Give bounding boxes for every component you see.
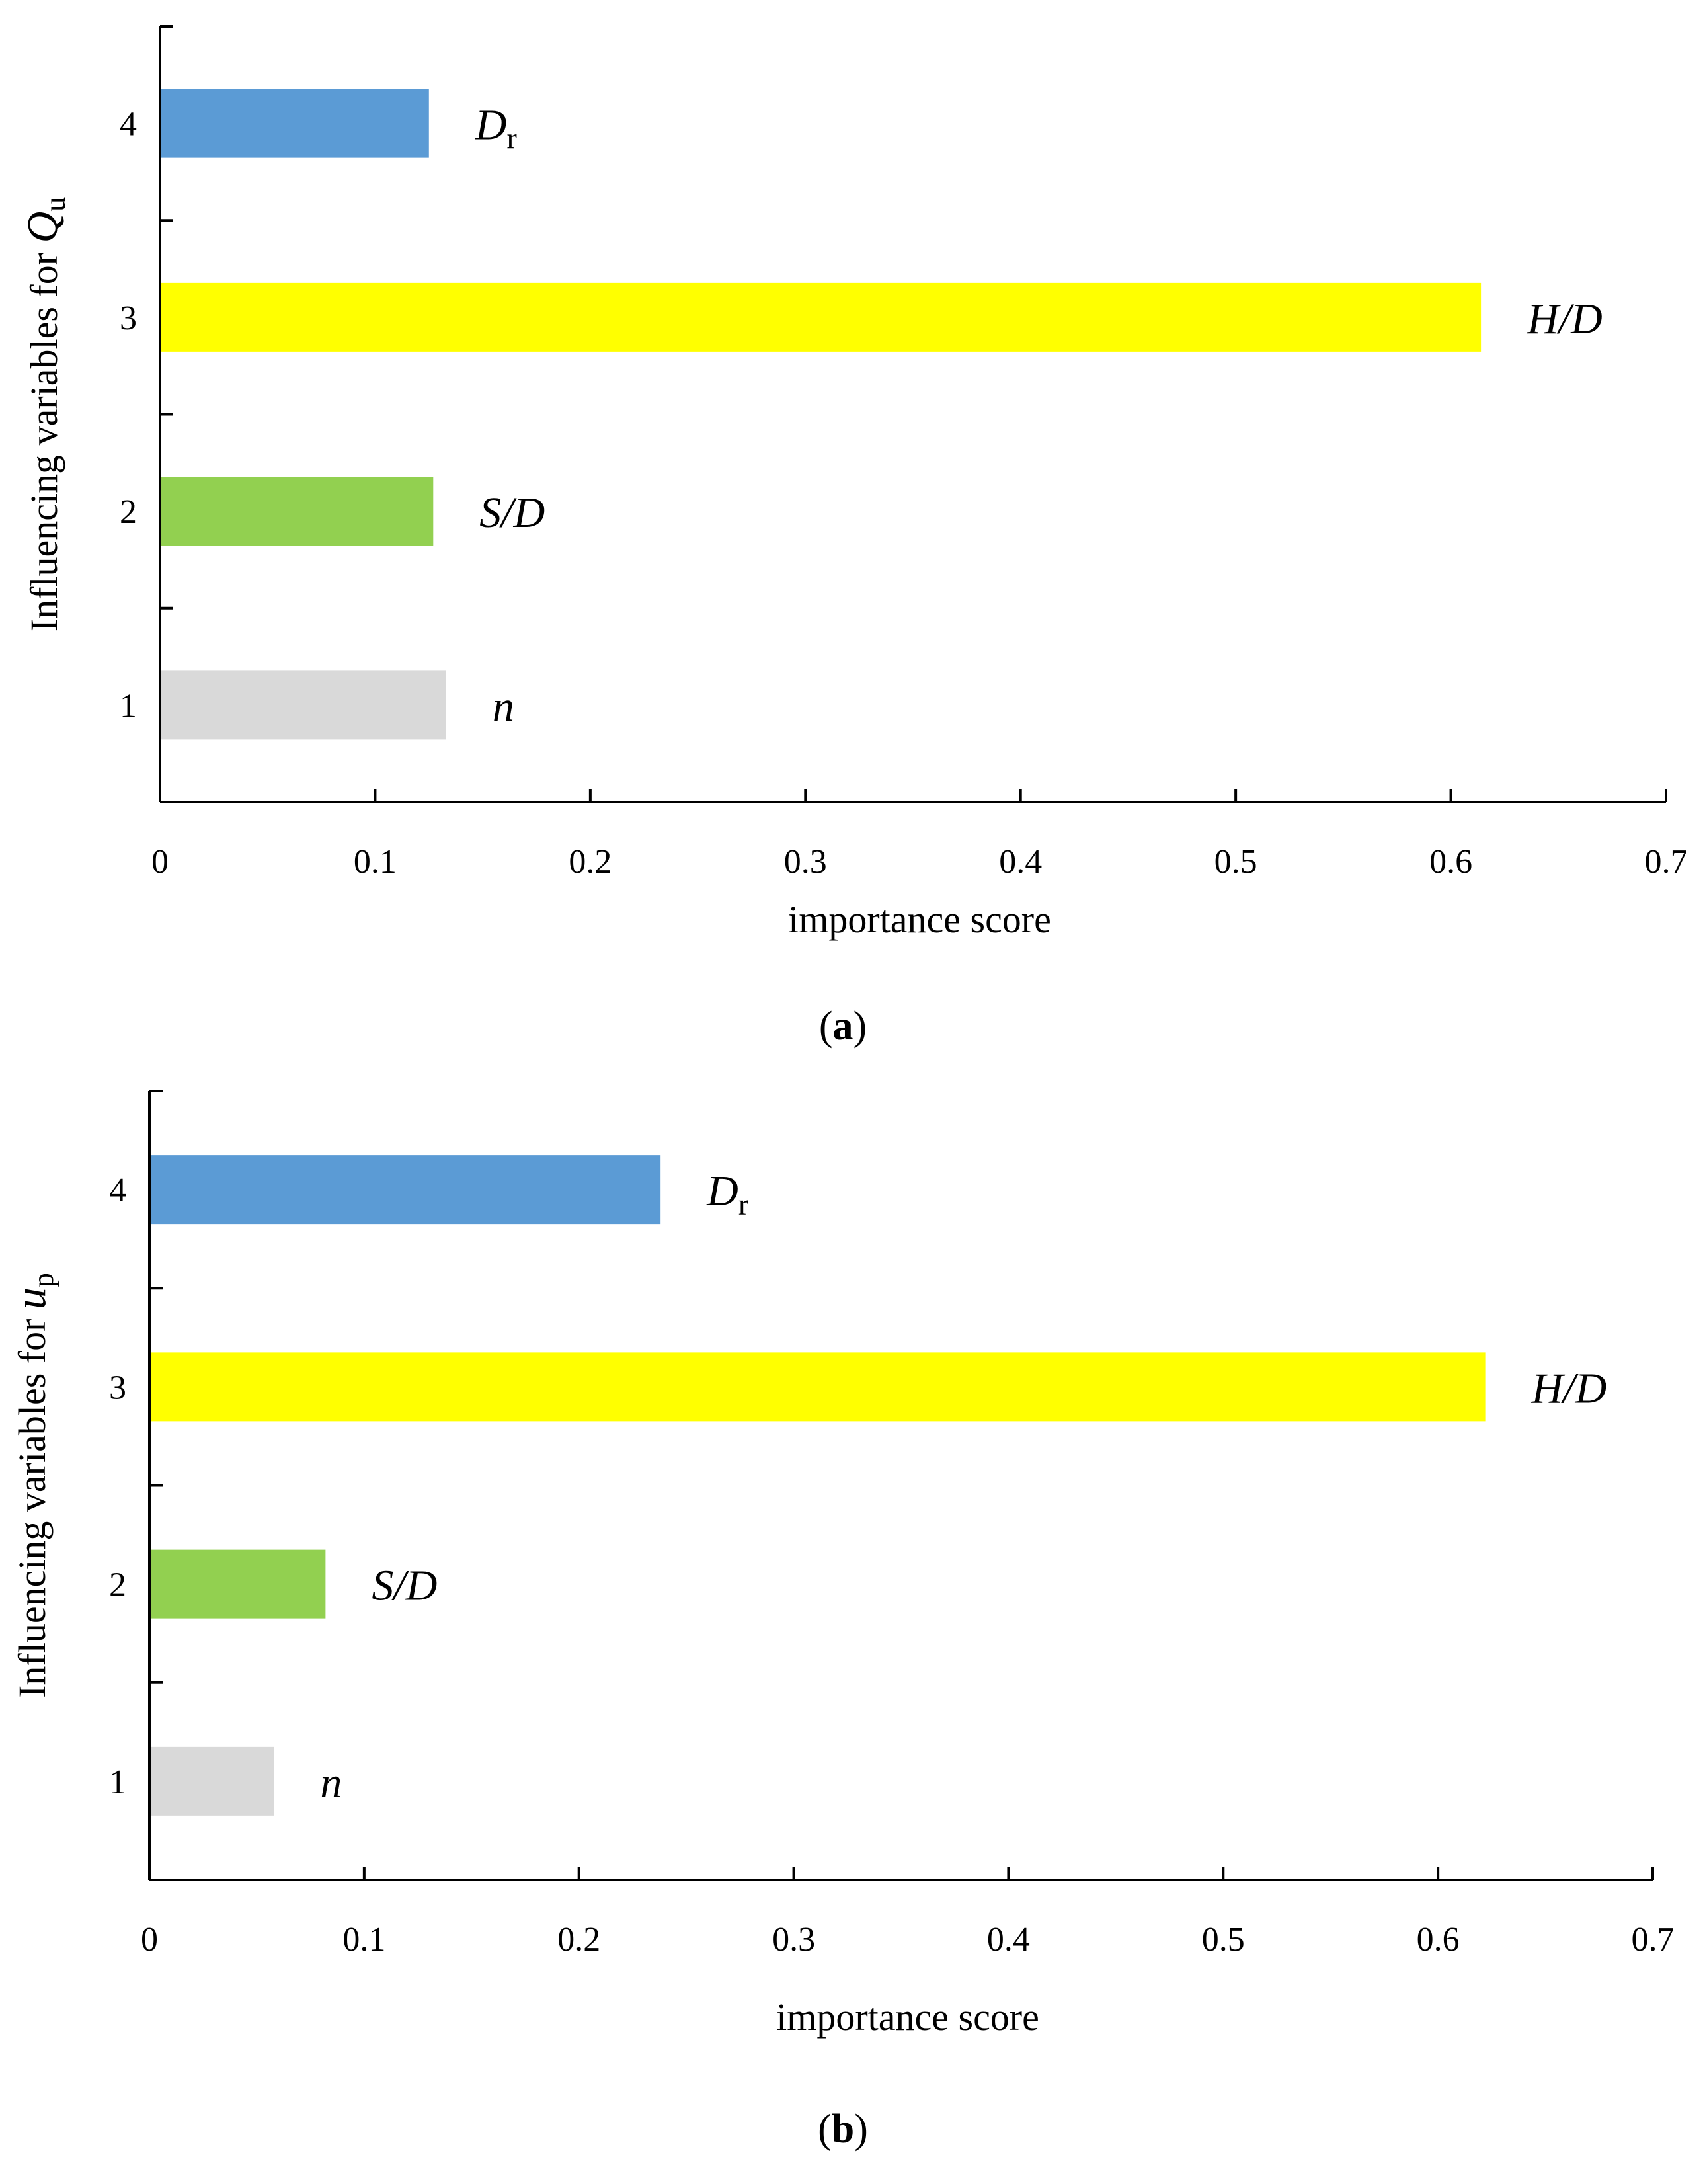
x-tick-label-b-5: 0.5 — [1202, 1921, 1245, 1959]
y-tick-label-a-2: 2 — [120, 493, 137, 531]
x-tick-label-b-0: 0 — [141, 1921, 158, 1959]
x-tick-label-b-6: 0.6 — [1417, 1921, 1460, 1959]
bar-a-4 — [160, 89, 429, 158]
x-tick-label-b-1: 0.1 — [342, 1921, 385, 1959]
x-tick-label-a-5: 0.5 — [1214, 843, 1257, 881]
x-tick-label-a-4: 0.4 — [999, 843, 1042, 881]
panel-caption-b: (b) — [818, 2107, 868, 2152]
y-tick-label-a-4: 4 — [120, 106, 137, 143]
bar-label-b-3: H/D — [1531, 1364, 1607, 1412]
x-axis-title-a: importance score — [788, 898, 1051, 941]
bar-b-4 — [149, 1155, 661, 1225]
bar-a-1 — [160, 670, 446, 740]
bar-label-a-1: n — [493, 682, 514, 731]
y-tick-label-a-3: 3 — [120, 300, 137, 337]
x-tick-label-a-6: 0.6 — [1429, 843, 1472, 881]
x-tick-label-a-2: 0.2 — [569, 843, 612, 881]
bar-label-a-3: H/D — [1527, 295, 1603, 343]
y-axis-title-b: Influencing variables for up — [7, 1273, 59, 1698]
bar-b-3 — [149, 1352, 1486, 1422]
x-axis-title-b: importance score — [776, 1996, 1039, 2039]
y-tick-label-a-1: 1 — [120, 687, 137, 725]
bar-a-2 — [160, 477, 434, 546]
bar-b-1 — [149, 1746, 274, 1816]
bar-label-b-1: n — [320, 1759, 342, 1807]
bar-label-a-4: Dr — [475, 101, 517, 155]
y-tick-label-b-3: 3 — [109, 1369, 126, 1406]
y-axis-title-a: Influencing variables for Qu — [19, 197, 71, 632]
x-tick-label-b-4: 0.4 — [987, 1921, 1030, 1959]
bar-label-a-2: S/D — [479, 489, 545, 537]
bar-label-b-4: Dr — [706, 1167, 748, 1221]
x-tick-label-b-2: 0.2 — [557, 1921, 600, 1959]
chart-panel-b: n 1 S/D 2 H/D 3 Dr 4 0 0.1 0.2 0.3 0.4 0.5 0.6 0.7 impor… — [7, 1090, 1675, 2152]
bar-label-b-2: S/D — [372, 1562, 437, 1610]
x-tick-label-b-7: 0.7 — [1632, 1921, 1675, 1959]
x-tick-label-a-3: 0.3 — [784, 843, 827, 881]
bar-a-3 — [160, 282, 1482, 352]
chart-panel-a: n 1 S/D 2 H/D 3 Dr 4 0 0.1 0.2 0.3 0.4 0.5 0.6 0.7 impor… — [19, 25, 1688, 1049]
y-tick-label-b-4: 4 — [109, 1172, 126, 1209]
x-tick-label-a-7: 0.7 — [1645, 843, 1688, 881]
panel-caption-a: (a) — [819, 1004, 867, 1049]
x-tick-label-b-3: 0.3 — [772, 1921, 815, 1959]
x-tick-label-a-1: 0.1 — [354, 843, 397, 881]
y-tick-label-b-1: 1 — [109, 1763, 126, 1801]
bar-b-2 — [149, 1549, 326, 1619]
y-tick-label-b-2: 2 — [109, 1566, 126, 1604]
x-tick-label-a-0: 0 — [151, 843, 169, 881]
